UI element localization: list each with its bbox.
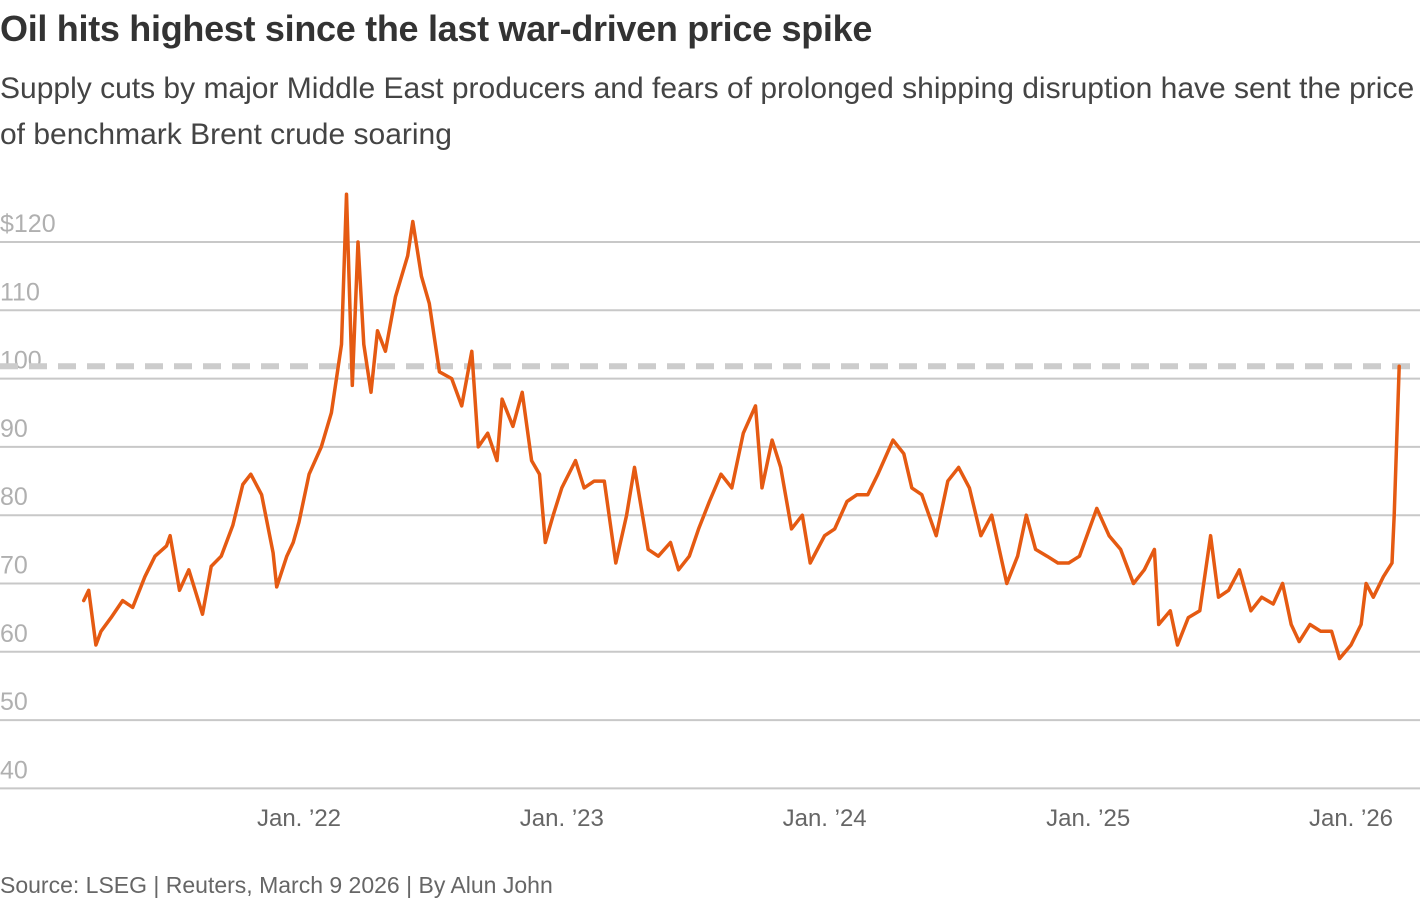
y-tick-label: 80 bbox=[0, 483, 28, 511]
x-tick-label: Jan. ’26 bbox=[1309, 805, 1393, 832]
gridlines bbox=[0, 241, 1420, 790]
y-tick-label: 60 bbox=[0, 620, 28, 648]
x-tick-label: Jan. ’23 bbox=[520, 805, 604, 832]
x-tick-label: Jan. ’25 bbox=[1046, 805, 1130, 832]
x-axis-labels: Jan. ’22 Jan. ’23 Jan. ’24 Jan. ’25 Jan. ’26 bbox=[257, 805, 1393, 832]
chart-subtitle: Supply cuts by major Middle East produce… bbox=[0, 72, 1415, 151]
y-tick-label: 110 bbox=[0, 278, 40, 306]
y-tick-label: 90 bbox=[0, 415, 28, 443]
x-tick-label: Jan. ’22 bbox=[257, 805, 341, 832]
y-tick-label: 70 bbox=[0, 552, 28, 580]
brent-price-line bbox=[81, 192, 1401, 661]
y-tick-label: 100 bbox=[0, 347, 42, 375]
y-tick-label: 40 bbox=[0, 756, 28, 784]
y-tick-label: $120 bbox=[0, 210, 56, 238]
chart-title: Oil hits highest since the last war-driv… bbox=[0, 8, 873, 49]
x-tick-label: Jan. ’24 bbox=[783, 805, 867, 832]
y-axis-labels: 40 50 60 70 80 90 100 110 $120 bbox=[0, 210, 56, 784]
y-tick-label: 50 bbox=[0, 688, 28, 716]
source-note: Source: LSEG | Reuters, March 9 2026 | B… bbox=[0, 872, 553, 898]
series-group bbox=[81, 192, 1401, 661]
